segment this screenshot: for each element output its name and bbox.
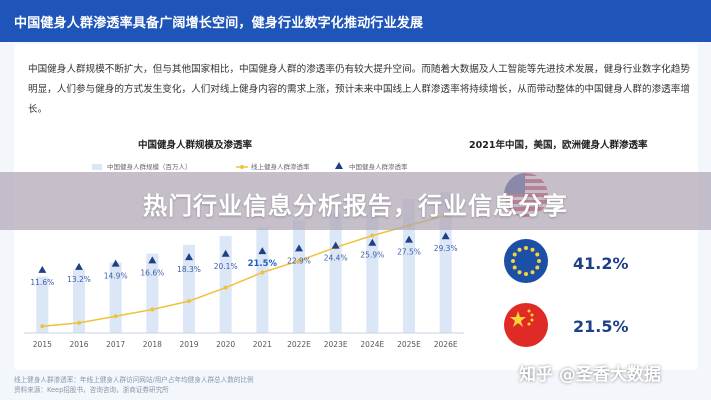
marker-2015 bbox=[38, 265, 47, 273]
x-tick-label-2015: 2015 bbox=[33, 340, 52, 349]
cn-row bbox=[503, 302, 549, 352]
marker-2024E bbox=[368, 238, 377, 246]
footnote-line-1: 线上健身人群渗透率：年线上健身人群访问网站/用户占年均健身人群总人数的比例 bbox=[14, 376, 254, 384]
line-point-2015 bbox=[40, 324, 45, 329]
data-label-2018: 16.6% bbox=[140, 268, 164, 277]
x-tick-label-2020: 2020 bbox=[216, 340, 235, 349]
overlay-title: 热门行业信息分析报告，行业信息分享 bbox=[143, 192, 568, 220]
intro-paragraph: 中国健身人群规模不断扩大，但与其他国家相比，中国健身人群的渗透率仍有较大提升空间… bbox=[28, 64, 690, 115]
left-chart-title: 中国健身人群规模及渗透率 bbox=[138, 140, 253, 151]
data-label-2023E: 24.4% bbox=[324, 254, 348, 263]
line-point-2021 bbox=[260, 270, 265, 275]
marker-2022E bbox=[295, 244, 303, 252]
data-label-2016: 13.2% bbox=[67, 275, 91, 284]
bar-2023E bbox=[329, 213, 342, 333]
eu-row bbox=[503, 238, 549, 288]
x-tick-label-2026E: 2026E bbox=[434, 340, 458, 349]
marker-2023E bbox=[331, 241, 340, 249]
marker-2018 bbox=[148, 256, 157, 264]
data-label-2020: 20.1% bbox=[214, 262, 238, 271]
line-point-2022E bbox=[297, 258, 301, 263]
marker-2016 bbox=[75, 262, 83, 270]
marker-2017 bbox=[111, 259, 120, 267]
footnote: 线上健身人群渗透率：年线上健身人群访问网站/用户占年均健身人群总人数的比例 资料… bbox=[14, 375, 574, 395]
legend-swatch-0 bbox=[92, 164, 102, 170]
footnote-line-2: 资料来源：Keep招股书，咨询咨询，浙商证券研究所 bbox=[14, 386, 169, 394]
chart-markers: 11.6% 13.2% 14.9% 16.6% 18.3% 20.1% 21.5% 22.9%… bbox=[30, 232, 458, 287]
bar-2025E bbox=[403, 199, 415, 333]
x-tick-label-2016: 2016 bbox=[69, 340, 88, 349]
data-label-2024E: 25.9% bbox=[360, 251, 384, 260]
marker-2026E bbox=[441, 232, 450, 240]
data-label-2022E: 22.9% bbox=[287, 256, 311, 265]
line-point-2016 bbox=[77, 320, 81, 325]
bar-2015 bbox=[36, 276, 49, 333]
line-point-2018 bbox=[150, 307, 155, 312]
legend-dot-1 bbox=[240, 165, 244, 169]
x-tick-label-2025E: 2025E bbox=[397, 340, 421, 349]
bar-2019 bbox=[183, 244, 195, 333]
marker-2019 bbox=[185, 253, 193, 261]
penetration-bar-chart: 中国健身人群规模（百万人） 线上健身人群渗透率 中国健身人群渗透率 11.6% 13.… bbox=[24, 162, 464, 349]
eu-flag-icon bbox=[504, 239, 548, 283]
page-title: 中国健身人群渗透率具备广阔增长空间，健身行业数字化推动行业发展 bbox=[14, 16, 424, 31]
bar-2021 bbox=[256, 227, 269, 333]
data-label-2019: 18.3% bbox=[177, 265, 201, 274]
chart-x-axis: 2015 2016 2017 2018 2019 2020 2021 2022E 2023E 20… bbox=[24, 332, 464, 349]
bar-2024E bbox=[366, 206, 379, 333]
legend-label-1: 线上健身人群渗透率 bbox=[251, 162, 310, 171]
title-overlay-band bbox=[0, 172, 711, 230]
line-point-2024E bbox=[370, 233, 375, 238]
x-tick-label-2021: 2021 bbox=[253, 340, 272, 349]
bar-2016 bbox=[73, 269, 85, 333]
x-tick-label-2018: 2018 bbox=[143, 340, 162, 349]
line-point-2020 bbox=[223, 285, 228, 290]
x-tick-label-2019: 2019 bbox=[179, 340, 198, 349]
cn-percent: 21.5% bbox=[573, 317, 629, 336]
marker-2025E bbox=[405, 235, 413, 243]
data-label-2015: 11.6% bbox=[30, 278, 54, 287]
x-tick-label-2022E: 2022E bbox=[287, 340, 311, 349]
x-tick-label-2024E: 2024E bbox=[360, 340, 384, 349]
chart-line bbox=[40, 213, 448, 329]
right-chart-title: 2021年中国，美国，欧洲健身人群渗透率 bbox=[469, 140, 648, 151]
line-point-2017 bbox=[113, 314, 118, 319]
legend-swatch-2 bbox=[335, 162, 343, 169]
chart-legend: 中国健身人群规模（百万人） 线上健身人群渗透率 中国健身人群渗透率 bbox=[92, 162, 408, 171]
line-point-2019 bbox=[187, 299, 191, 304]
marker-2020 bbox=[221, 249, 230, 257]
x-tick-label-2023E: 2023E bbox=[324, 340, 348, 349]
data-label-2017: 14.9% bbox=[104, 272, 128, 281]
online-penetration-line bbox=[42, 214, 446, 328]
cn-flag-icon bbox=[504, 303, 548, 347]
legend-label-2: 中国健身人群渗透率 bbox=[349, 162, 408, 171]
watermark: 知乎 @圣香大数据 bbox=[519, 365, 661, 385]
legend-label-0: 中国健身人群规模（百万人） bbox=[107, 162, 192, 171]
bar-2018 bbox=[146, 253, 159, 333]
marker-2021 bbox=[258, 247, 267, 255]
bar-2020 bbox=[219, 236, 232, 333]
eu-percent: 41.2% bbox=[573, 254, 629, 273]
header-bar: 中国健身人群渗透率具备广阔增长空间，健身行业数字化推动行业发展 bbox=[0, 0, 711, 42]
data-label-2021: 21.5% bbox=[248, 259, 278, 269]
data-label-2025E: 27.5% bbox=[397, 248, 421, 257]
bar-2022E bbox=[293, 220, 305, 333]
data-label-2026E: 29.3% bbox=[434, 244, 458, 253]
x-tick-label-2017: 2017 bbox=[106, 340, 125, 349]
